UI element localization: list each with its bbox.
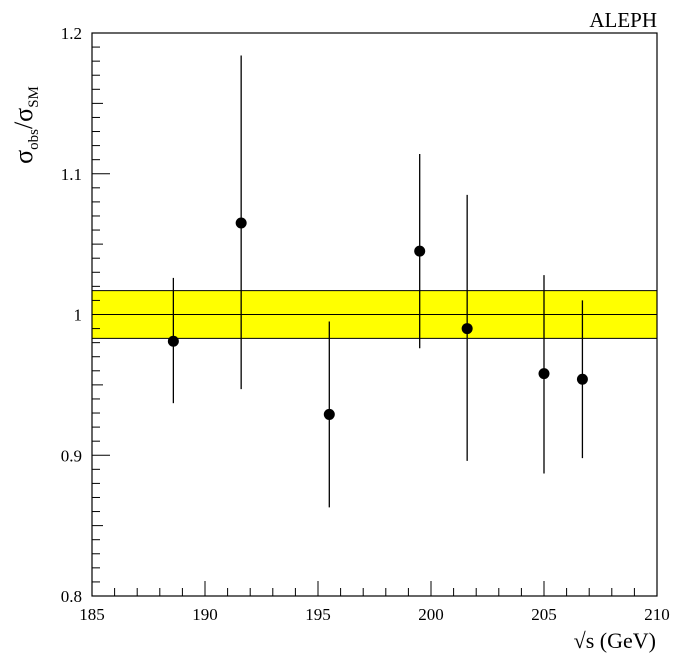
data-point	[576, 373, 588, 385]
y-tick-label: 1.2	[61, 24, 82, 43]
data-point	[167, 335, 179, 347]
point-layer	[167, 55, 588, 508]
x-tick-label: 210	[644, 605, 670, 624]
x-tick-label: 200	[418, 605, 444, 624]
data-point	[235, 217, 247, 229]
data-point	[323, 408, 335, 420]
y-axis-title-base-2: σ	[9, 108, 38, 122]
y-axis-title-base: σ	[9, 150, 38, 164]
y-tick-label: 0.8	[61, 587, 82, 606]
y-axis-title: σobs/σSM	[9, 86, 42, 164]
y-tick-label: 1	[74, 306, 83, 325]
x-tick-label: 185	[79, 605, 105, 624]
y-tick-label: 1.1	[61, 165, 82, 184]
y-axis-title-sub-sm: SM	[26, 86, 42, 108]
y-axis-title-sub-obs: obs	[26, 129, 42, 150]
y-axis-title-separator: /	[9, 121, 38, 129]
x-axis-title: √s (GeV)	[574, 628, 656, 653]
data-point	[414, 245, 426, 257]
x-tick-label: 195	[305, 605, 331, 624]
band-layer	[92, 290, 657, 339]
data-point	[461, 323, 473, 335]
x-tick-label: 205	[531, 605, 557, 624]
experiment-label: ALEPH	[589, 8, 657, 32]
y-tick-label: 0.9	[61, 446, 82, 465]
data-point	[538, 368, 550, 380]
x-tick-label: 190	[192, 605, 218, 624]
tick-layer: 185 190 195 200 205 210 0.8 0.9 1 1.1 1.2	[61, 24, 670, 624]
